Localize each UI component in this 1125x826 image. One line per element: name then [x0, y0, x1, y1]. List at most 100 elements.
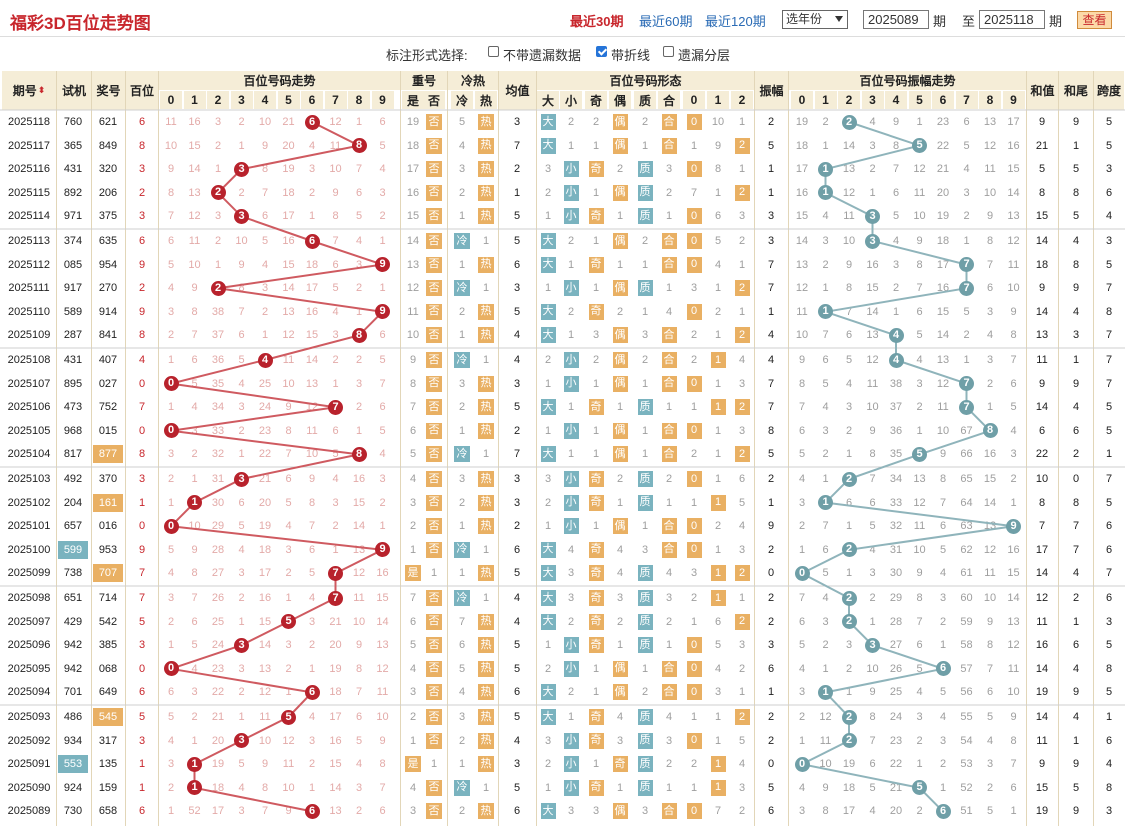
prize-cell: 317 [98, 734, 118, 747]
coldhot-tag: 热 [478, 709, 494, 725]
repeat-miss: 13 [406, 258, 420, 271]
trial-cell: 599 [58, 540, 88, 559]
form-miss: 1 [544, 282, 552, 295]
trend-miss: 14 [376, 615, 389, 628]
form-miss: 1 [544, 520, 552, 533]
trend-miss: 7 [238, 305, 245, 318]
trend-miss: 2 [332, 354, 339, 366]
form-tag: 2 [734, 709, 750, 725]
amp-miss: 60 [960, 592, 973, 604]
trend-miss: 2 [379, 210, 386, 223]
header-cold: 冷 [451, 91, 473, 109]
avg-cell: 6 [513, 805, 521, 818]
trend-miss: 12 [376, 662, 389, 675]
trend-miss: 4 [191, 662, 198, 675]
amp-miss: 1 [892, 305, 900, 318]
sort-icon[interactable]: ⬍ [37, 85, 46, 95]
form-tag: 偶 [612, 684, 628, 701]
sum-cell: 9 [1038, 282, 1046, 295]
amp-miss: 11 [1007, 258, 1020, 271]
amp-miss: 8 [986, 639, 994, 652]
amp-miss: 65 [960, 473, 973, 485]
year-select[interactable]: 选年份 [782, 10, 848, 29]
trend-miss: 5 [167, 711, 175, 723]
amp-miss: 10 [819, 758, 832, 771]
trend-miss: 9 [285, 805, 292, 818]
amp-miss: 11 [843, 210, 855, 223]
coldhot-miss: 3 [458, 473, 466, 485]
amp-cell: 1 [767, 686, 775, 699]
amp-ball: 0 [794, 756, 810, 772]
coldhot-tag: 热 [478, 184, 494, 201]
amp-ball: 3 [865, 637, 880, 653]
trend-miss: 24 [211, 639, 225, 652]
tail-cell: 4 [1072, 662, 1080, 675]
trend-miss: 1 [332, 377, 339, 390]
query-button[interactable]: 查看 [1077, 11, 1112, 29]
form-miss: 1 [544, 424, 552, 437]
trend-miss: 3 [308, 734, 316, 747]
form-miss: 1 [738, 305, 746, 318]
start-issue-input[interactable]: 2025089 [863, 10, 929, 29]
trend-miss: 17 [211, 805, 225, 818]
checkbox-no-missing[interactable] [488, 46, 499, 57]
amp-miss: 7 [986, 662, 994, 675]
repeat-tag: 否 [426, 779, 442, 796]
span-cell: 5 [1105, 139, 1113, 152]
form-tag: 质 [637, 161, 653, 178]
repeat-miss: 3 [409, 805, 417, 818]
coldhot-miss: 2 [458, 496, 466, 509]
nav-recent-60[interactable]: 最近60期 [639, 14, 693, 29]
amp-cell: 5 [767, 139, 775, 152]
amp-miss: 37 [889, 401, 903, 414]
amp-miss: 1 [798, 543, 806, 556]
amp-miss: 15 [1007, 567, 1020, 580]
form-miss: 4 [567, 543, 575, 556]
form-miss: 2 [690, 758, 698, 771]
trend-miss: 4 [191, 401, 198, 414]
coldhot-miss: 5 [458, 116, 466, 128]
trend-miss: 10 [258, 734, 272, 747]
trend-miss: 2 [238, 686, 245, 699]
coldhot-tag: 热 [478, 613, 494, 630]
form-miss: 2 [641, 235, 649, 247]
trend-miss: 5 [355, 210, 363, 223]
amp-cell: 7 [767, 282, 775, 295]
amp-miss: 15 [983, 473, 997, 485]
form-miss: 8 [714, 163, 722, 176]
span-cell: 1 [1105, 711, 1113, 723]
trend-miss: 19 [258, 520, 272, 533]
amp-miss: 26 [889, 662, 903, 675]
checkbox-polyline[interactable] [596, 46, 607, 57]
amp-miss: 6 [845, 496, 853, 509]
trend-miss: 34 [211, 401, 225, 414]
repeat-miss: 9 [409, 354, 417, 366]
repeat-tag: 否 [426, 660, 442, 677]
form-tag: 合 [661, 114, 677, 130]
trend-miss: 2 [191, 448, 198, 461]
coldhot-miss: 1 [458, 258, 466, 271]
tail-cell: 4 [1072, 305, 1080, 318]
form-miss: 3 [592, 805, 600, 818]
sum-cell: 13 [1035, 329, 1049, 342]
amp-miss: 12 [983, 139, 997, 152]
nav-recent-30[interactable]: 最近30期 [570, 14, 624, 29]
trend-miss: 1 [355, 116, 363, 128]
repeat-tag: 否 [426, 613, 442, 630]
form-miss: 3 [714, 686, 722, 699]
trend-miss: 16 [282, 235, 295, 247]
amp-miss: 2 [916, 805, 923, 818]
checkbox-layered[interactable] [663, 46, 674, 57]
trend-miss: 2 [308, 758, 316, 771]
repeat-tag: 否 [426, 684, 442, 701]
hundreds-cell: 1 [138, 758, 146, 771]
trend-miss: 8 [285, 424, 292, 437]
amp-miss: 1 [822, 139, 829, 152]
end-issue-input[interactable]: 2025118 [979, 10, 1045, 29]
trend-miss: 12 [305, 401, 319, 414]
form-miss: 2 [616, 473, 624, 485]
nav-recent-120[interactable]: 最近120期 [705, 14, 766, 29]
coldhot-tag: 冷 [454, 590, 470, 606]
amp-miss: 12 [913, 496, 926, 509]
trend-miss: 1 [167, 805, 175, 818]
